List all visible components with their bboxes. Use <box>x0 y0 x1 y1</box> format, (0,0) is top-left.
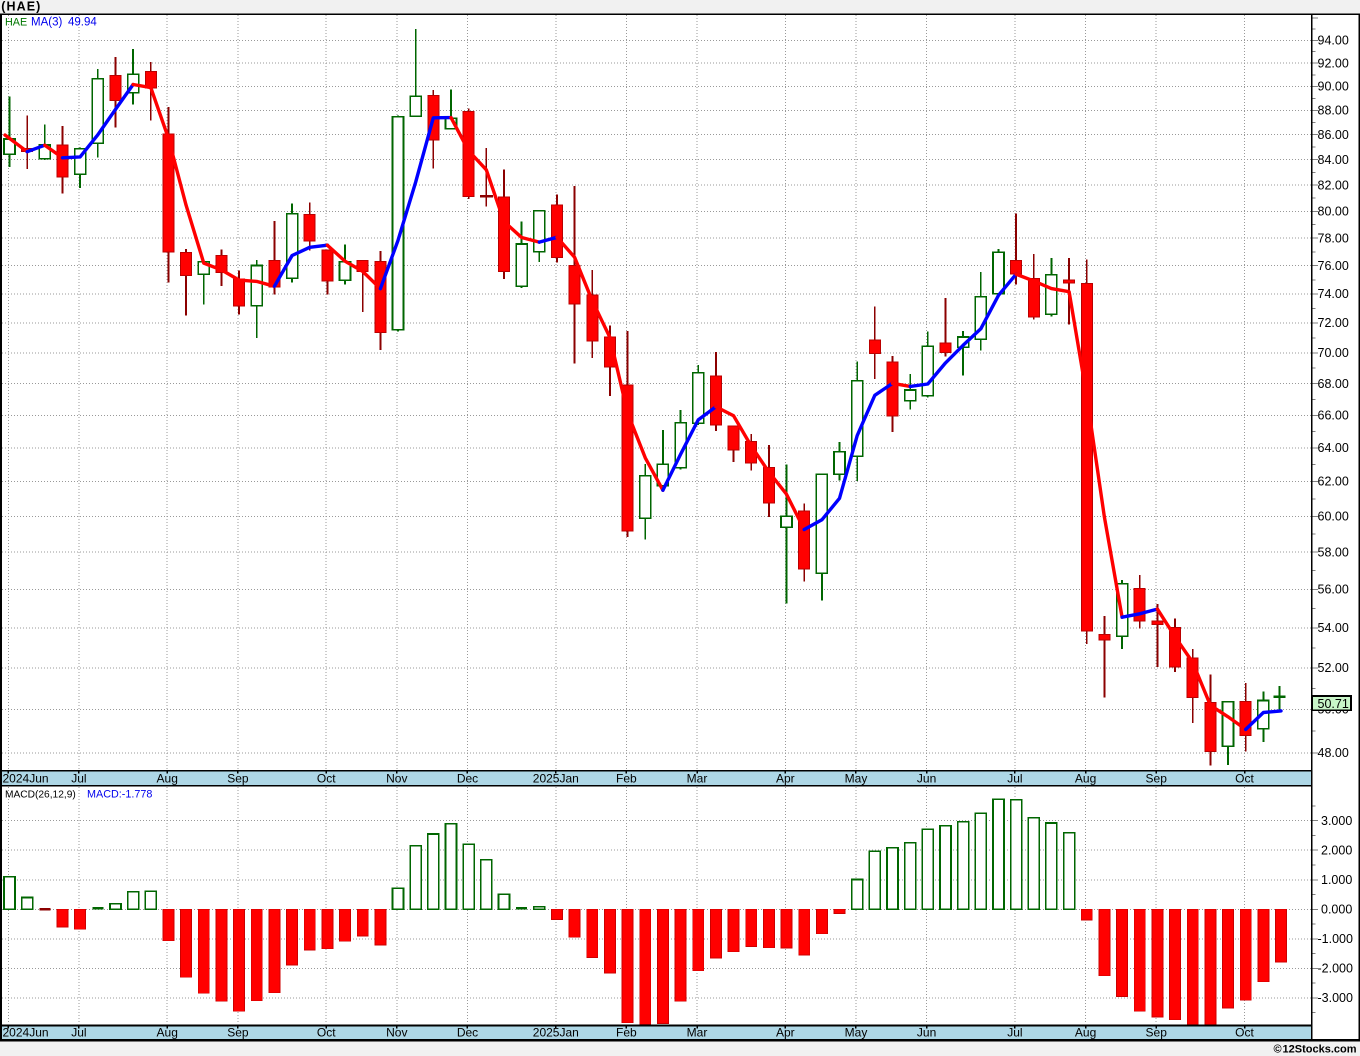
svg-text:2024Jun: 2024Jun <box>3 772 49 786</box>
svg-text:-1.000: -1.000 <box>1318 932 1353 946</box>
svg-text:May: May <box>845 1026 868 1040</box>
svg-text:HAE: HAE <box>5 17 27 29</box>
svg-text:Jul: Jul <box>1007 772 1022 786</box>
svg-text:Nov: Nov <box>386 772 407 786</box>
svg-text:Apr: Apr <box>776 772 795 786</box>
svg-text:Jul: Jul <box>1007 1026 1022 1040</box>
svg-text:© 12Stocks.com: © 12Stocks.com <box>1273 1044 1356 1056</box>
svg-text:2.000: 2.000 <box>1321 843 1352 857</box>
svg-text:82.00: 82.00 <box>1318 178 1349 192</box>
svg-text:Oct: Oct <box>317 1026 336 1040</box>
svg-text:Mar: Mar <box>687 772 708 786</box>
svg-text:60.00: 60.00 <box>1318 510 1349 524</box>
svg-text:Oct: Oct <box>1235 772 1254 786</box>
svg-text:(HAE): (HAE) <box>1 0 41 13</box>
svg-text:MACD(26,12,9): MACD(26,12,9) <box>5 790 76 801</box>
svg-text:May: May <box>845 772 868 786</box>
svg-text:Feb: Feb <box>616 772 637 786</box>
svg-text:76.00: 76.00 <box>1318 259 1349 273</box>
svg-text:2025Jan: 2025Jan <box>533 1026 579 1040</box>
svg-text:Dec: Dec <box>457 1026 478 1040</box>
svg-text:74.00: 74.00 <box>1318 287 1349 301</box>
svg-text:Feb: Feb <box>616 1026 637 1040</box>
svg-text:80.00: 80.00 <box>1318 205 1349 219</box>
svg-text:-2.000: -2.000 <box>1318 962 1353 976</box>
svg-text:54.00: 54.00 <box>1318 621 1349 635</box>
svg-text:84.00: 84.00 <box>1318 153 1349 167</box>
svg-text:88.00: 88.00 <box>1318 104 1349 118</box>
svg-text:49.94: 49.94 <box>68 17 97 29</box>
svg-text:Aug: Aug <box>1075 1026 1096 1040</box>
svg-text:Aug: Aug <box>1075 772 1096 786</box>
svg-text:Sep: Sep <box>1146 772 1168 786</box>
svg-text:Sep: Sep <box>1146 1026 1168 1040</box>
svg-text:68.00: 68.00 <box>1318 377 1349 391</box>
svg-text:92.00: 92.00 <box>1318 56 1349 70</box>
svg-text:52.00: 52.00 <box>1318 661 1349 675</box>
svg-text:94.00: 94.00 <box>1318 34 1349 48</box>
svg-text:Mar: Mar <box>687 1026 708 1040</box>
svg-text:-3.000: -3.000 <box>1318 991 1353 1005</box>
svg-text:62.00: 62.00 <box>1318 475 1349 489</box>
svg-text:Aug: Aug <box>157 772 178 786</box>
svg-text:Jun: Jun <box>917 772 936 786</box>
svg-text:Apr: Apr <box>776 1026 795 1040</box>
svg-text:50.71: 50.71 <box>1318 697 1349 711</box>
svg-text:1.000: 1.000 <box>1321 873 1352 887</box>
svg-text:Jun: Jun <box>917 1026 936 1040</box>
svg-text:Jul: Jul <box>71 772 86 786</box>
svg-text:Sep: Sep <box>227 1026 249 1040</box>
svg-text:3.000: 3.000 <box>1321 814 1352 828</box>
svg-text:Oct: Oct <box>1235 1026 1254 1040</box>
svg-text:72.00: 72.00 <box>1318 316 1349 330</box>
svg-text:78.00: 78.00 <box>1318 231 1349 245</box>
svg-text:86.00: 86.00 <box>1318 128 1349 142</box>
svg-text:70.00: 70.00 <box>1318 346 1349 360</box>
svg-text:2024Jun: 2024Jun <box>3 1026 49 1040</box>
svg-text:56.00: 56.00 <box>1318 583 1349 597</box>
svg-text:Aug: Aug <box>157 1026 178 1040</box>
svg-text:Dec: Dec <box>457 772 478 786</box>
svg-text:Jul: Jul <box>71 1026 86 1040</box>
svg-text:MA(3): MA(3) <box>31 17 62 29</box>
svg-text:90.00: 90.00 <box>1318 80 1349 94</box>
svg-text:Nov: Nov <box>386 1026 407 1040</box>
svg-text:0.000: 0.000 <box>1321 903 1352 917</box>
svg-text:2025Jan: 2025Jan <box>533 772 579 786</box>
svg-text:Oct: Oct <box>317 772 336 786</box>
svg-text:Sep: Sep <box>227 772 249 786</box>
svg-text:66.00: 66.00 <box>1318 409 1349 423</box>
svg-text:64.00: 64.00 <box>1318 441 1349 455</box>
svg-text:58.00: 58.00 <box>1318 545 1349 559</box>
svg-text:48.00: 48.00 <box>1318 746 1349 760</box>
svg-text:MACD:-1.778: MACD:-1.778 <box>87 789 152 801</box>
